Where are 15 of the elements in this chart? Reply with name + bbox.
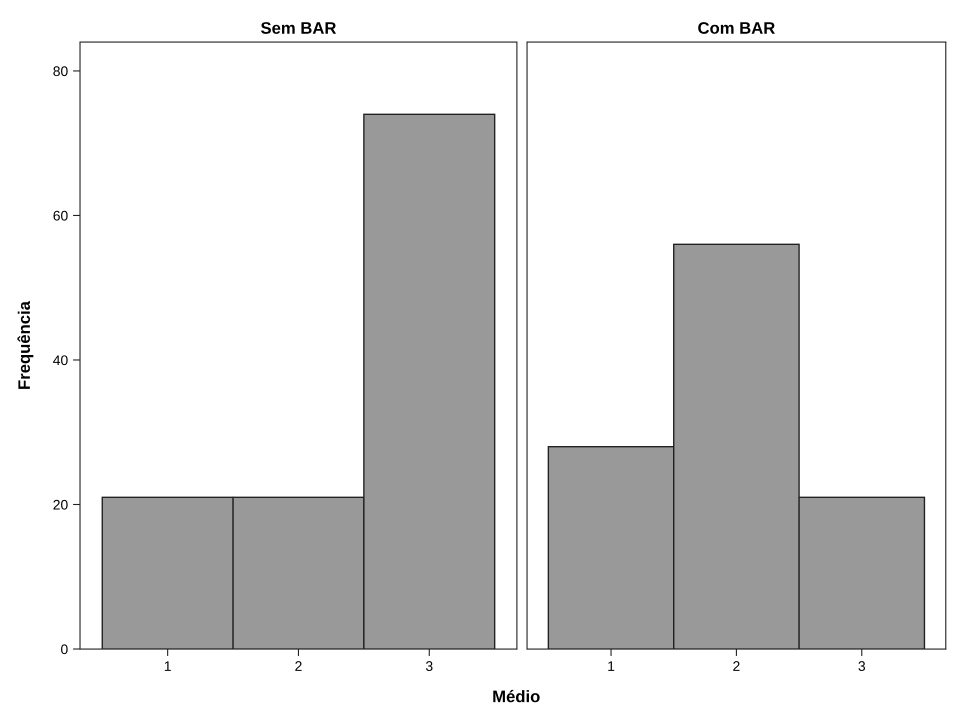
chart-title: Sem BAR xyxy=(260,22,336,34)
chart-title: Com BAR xyxy=(698,22,775,34)
x-tick-label: 1 xyxy=(608,661,614,671)
y-tick-label: 40 xyxy=(53,355,68,366)
x-tick-label: 2 xyxy=(733,661,740,671)
y-tick-label: 20 xyxy=(53,500,68,510)
y-tick-label: 0 xyxy=(61,644,68,654)
x-tick-label: 3 xyxy=(426,661,433,672)
x-tick-label: 2 xyxy=(295,661,302,671)
y-axis-title: Frequência xyxy=(17,300,34,389)
x-tick-label: 1 xyxy=(164,661,171,671)
y-tick-label: 80 xyxy=(53,66,68,76)
x-axis-title: Médio xyxy=(493,690,540,702)
y-tick-label: 60 xyxy=(53,210,68,221)
x-tick-label: 3 xyxy=(858,661,866,672)
